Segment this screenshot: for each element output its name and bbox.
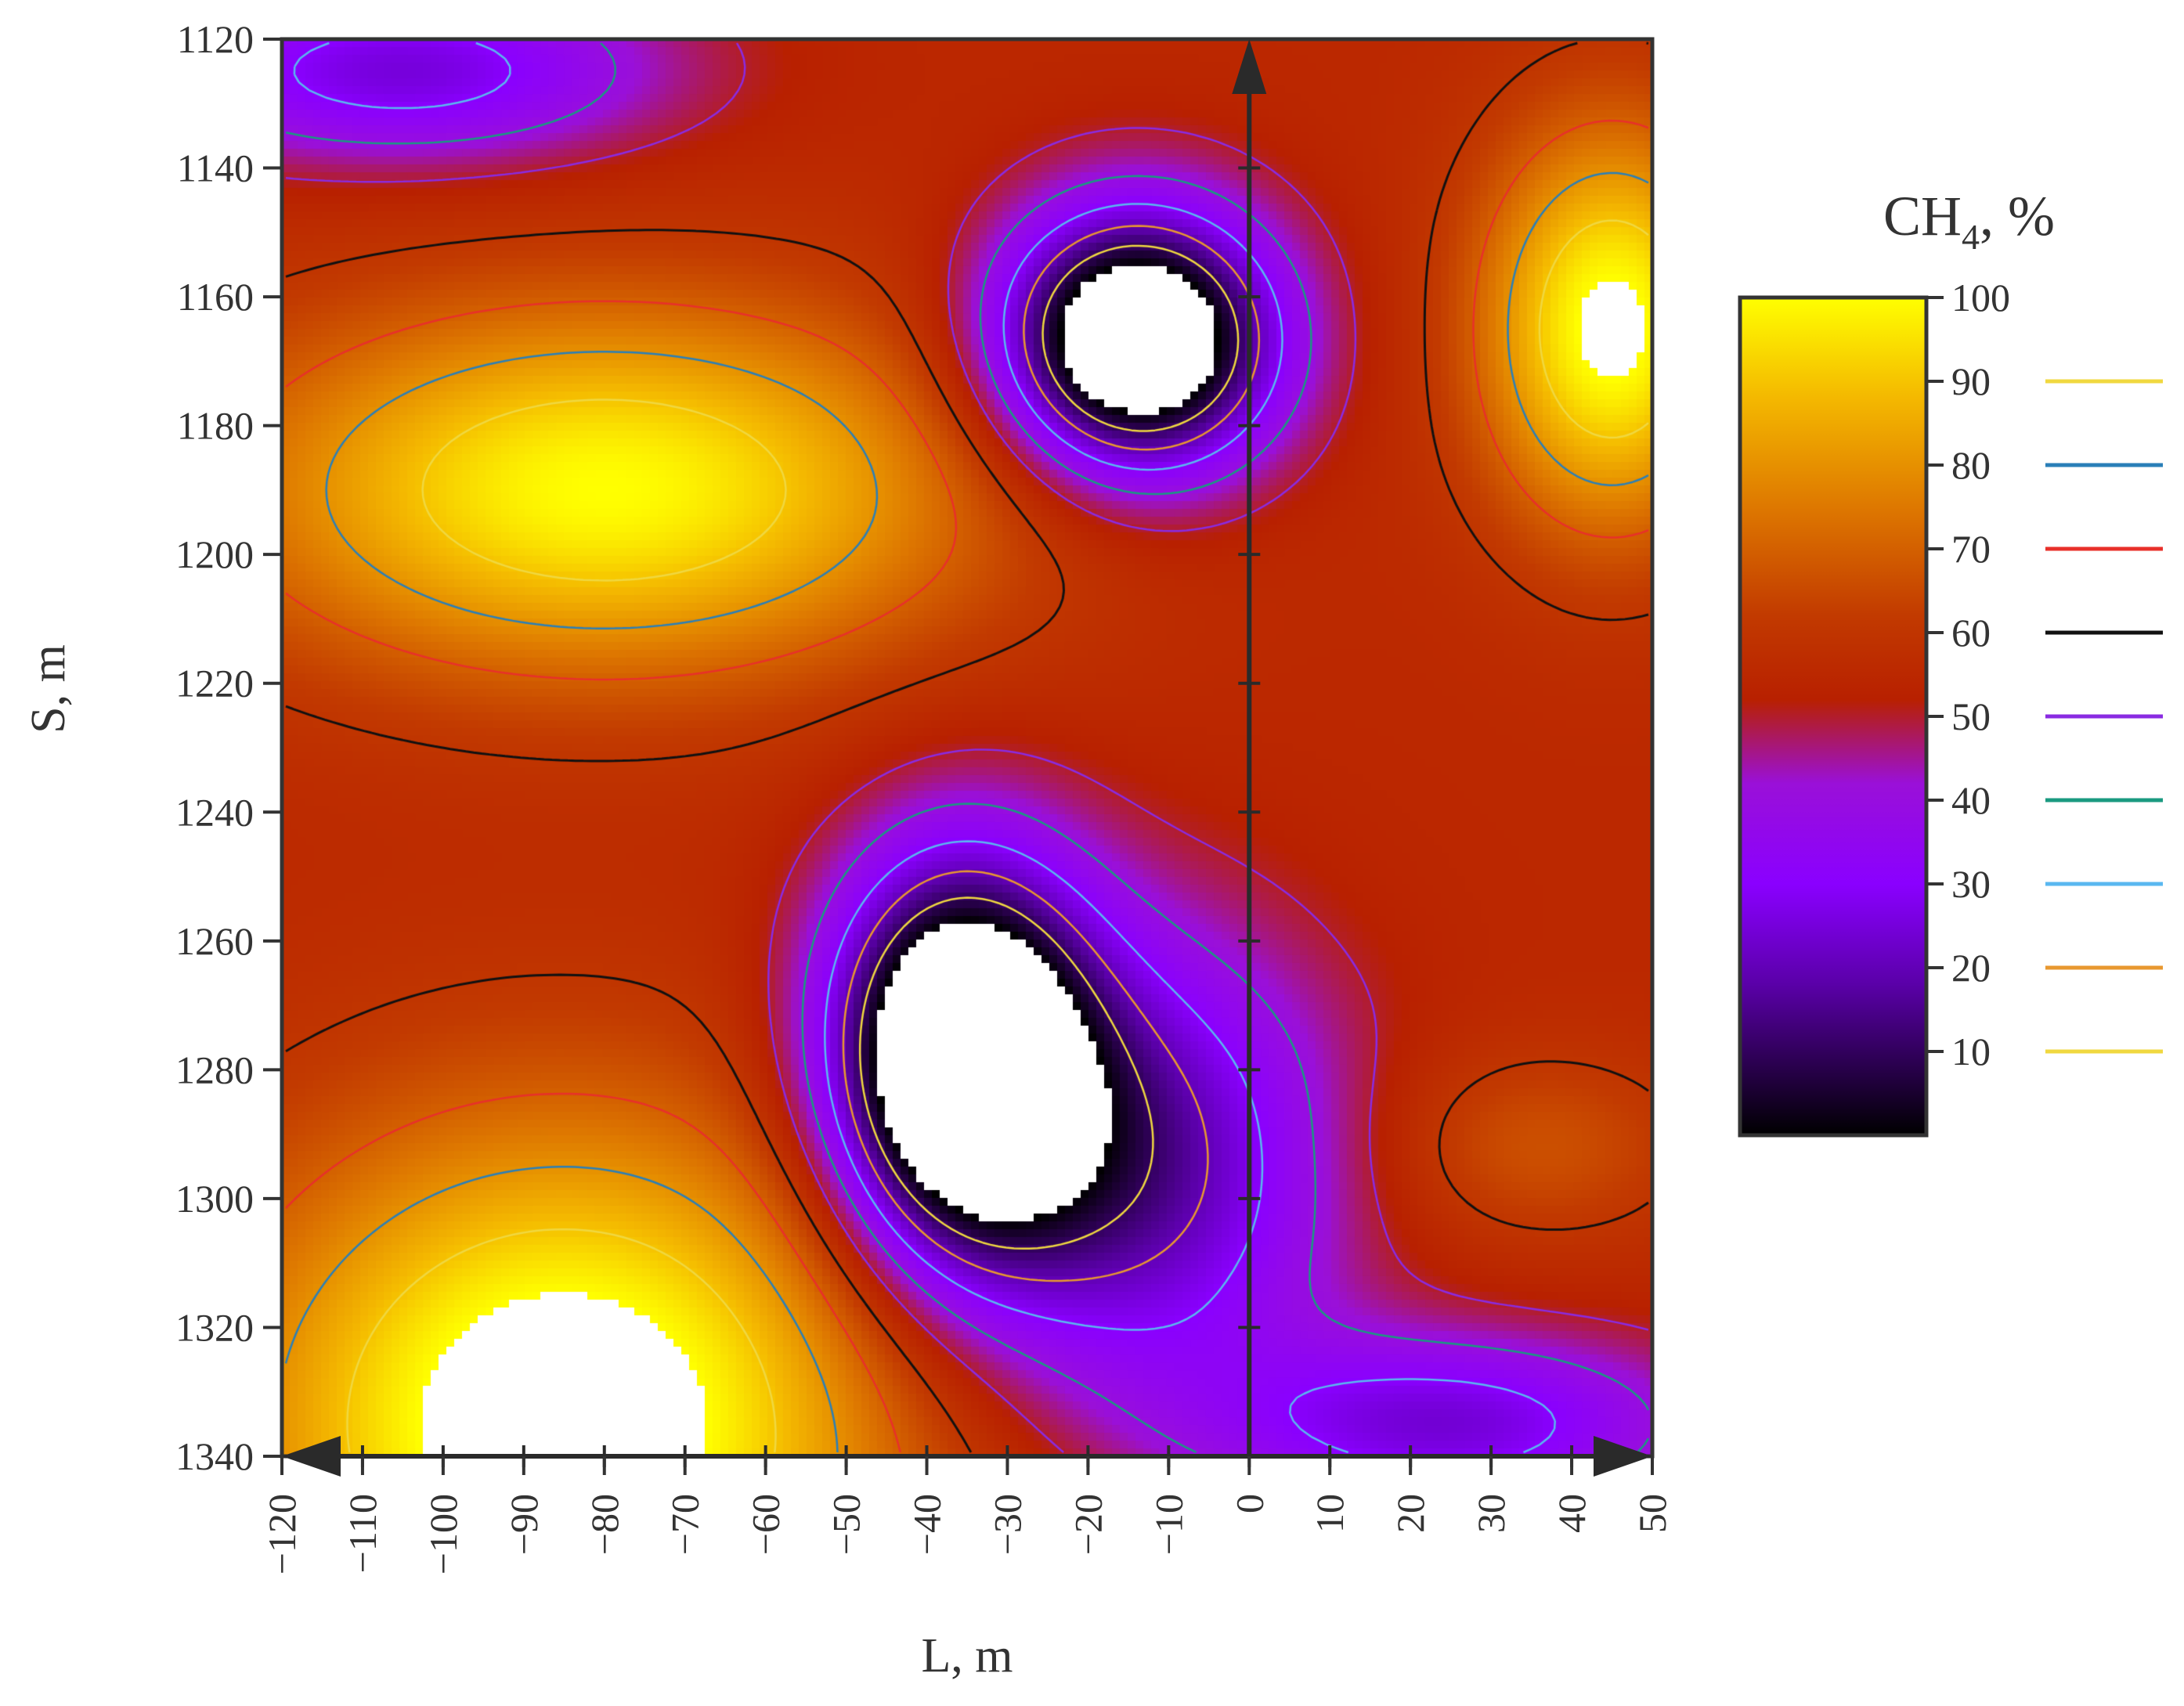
y-tick-label: 1340 [175, 1434, 254, 1478]
x-tick-label: 50 [1630, 1494, 1674, 1533]
x-tick-label: −110 [341, 1494, 384, 1573]
y-tick-label: 1280 [175, 1048, 254, 1091]
heatmap [282, 39, 1652, 1456]
y-tick-label: 1260 [175, 919, 254, 963]
y-tick-label: 1160 [177, 275, 254, 319]
colorbar-tick-label: 40 [1951, 778, 1991, 822]
x-tick-label: −120 [260, 1494, 304, 1574]
colorbar-tick-label: 70 [1951, 527, 1991, 571]
colorbar-tick-label: 10 [1951, 1030, 1991, 1073]
x-tick-label: −70 [663, 1494, 707, 1555]
x-tick-label: −80 [583, 1494, 626, 1555]
x-axis: −120 −110 −100 −90 −80 −70 −60 −50 −40 −30 −20 −10 0… [260, 1456, 1674, 1574]
y-tick-label: 1120 [177, 17, 254, 61]
x-axis-title: L, m [921, 1629, 1013, 1683]
colorbar-title-suffix: , % [1980, 185, 2055, 247]
colorbar-tick-label: 90 [1951, 359, 1991, 403]
colorbar-tick-label: 20 [1951, 946, 1991, 990]
colorbar-tick-label: 100 [1951, 276, 2010, 319]
y-tick-label: 1240 [175, 790, 254, 834]
x-tick-label: 20 [1388, 1494, 1432, 1533]
y-axis: 1120 1140 1160 1180 1200 1220 1240 1260 1280 1300… [175, 17, 282, 1478]
x-tick-label: 30 [1469, 1494, 1513, 1533]
contour-legend [2045, 379, 2163, 1054]
horizontal-arrow-head-right [1594, 1436, 1652, 1477]
y-tick-label: 1320 [175, 1305, 254, 1349]
colorbar-ticks: 100 90 80 70 60 50 40 30 20 10 [1926, 276, 2010, 1073]
colorbar-tick-label: 50 [1951, 694, 1991, 738]
colorbar-title: CH4, % [1883, 185, 2055, 257]
vertical-arrow-head [1232, 39, 1267, 94]
colorbar-title-subscript: 4 [1962, 217, 1980, 257]
x-tick-label: −30 [985, 1494, 1029, 1555]
colorbar-tick-label: 80 [1951, 443, 1991, 487]
x-tick-label: −50 [825, 1494, 868, 1555]
colorbar-title-base: CH [1883, 185, 1962, 247]
colorbar: CH4, % 100 90 80 70 60 50 40 30 20 10 [1738, 185, 2163, 1138]
x-tick-label: −40 [905, 1494, 949, 1555]
y-tick-label: 1200 [175, 532, 254, 576]
colorbar-tick-label: 30 [1951, 862, 1991, 906]
x-tick-label: 0 [1227, 1494, 1271, 1513]
y-tick-label: 1300 [175, 1177, 254, 1221]
y-tick-label: 1180 [177, 404, 254, 448]
x-tick-label: 10 [1308, 1494, 1352, 1533]
y-tick-label: 1140 [177, 146, 254, 190]
colorbar-tick-label: 60 [1951, 611, 1991, 655]
colorbar-gradient [1738, 295, 1929, 1138]
x-tick-label: −90 [502, 1494, 546, 1555]
horizontal-arrow-head-left [282, 1436, 341, 1477]
x-tick-label: −100 [421, 1494, 465, 1574]
x-tick-label: −20 [1066, 1494, 1110, 1555]
x-tick-label: −60 [744, 1494, 788, 1555]
x-tick-label: −10 [1146, 1494, 1190, 1555]
y-tick-label: 1220 [175, 662, 254, 705]
y-axis-title: S, m [22, 644, 75, 734]
x-tick-label: 40 [1550, 1494, 1594, 1533]
heatmap-canvas [282, 39, 1652, 1456]
